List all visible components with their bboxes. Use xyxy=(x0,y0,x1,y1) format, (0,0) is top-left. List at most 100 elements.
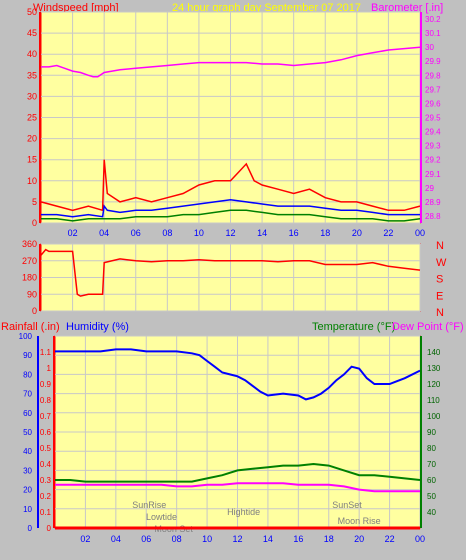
climate-x-tick: 18 xyxy=(324,534,334,544)
temperature-y-tick: 70 xyxy=(427,460,436,469)
barometer-y-tick: 29.1 xyxy=(425,170,441,179)
wind-y-tick: 15 xyxy=(27,155,37,165)
direction-y-tick: 270 xyxy=(22,256,37,266)
climate-x-tick: 10 xyxy=(202,534,212,544)
humidity-y-tick: 60 xyxy=(23,409,32,418)
barometer-y-tick: 28.8 xyxy=(425,212,441,221)
humidity-y-tick: 10 xyxy=(23,505,32,514)
rain-y-tick: 0.5 xyxy=(40,444,52,453)
barometer-y-tick: 29.2 xyxy=(425,156,441,165)
climate-x-tick: 12 xyxy=(232,534,242,544)
humidity-y-tick: 100 xyxy=(19,332,33,341)
wind-y-tick: 20 xyxy=(27,134,37,144)
wind-y-tick: 0 xyxy=(32,218,37,228)
climate-x-tick: 22 xyxy=(385,534,395,544)
climate-x-tick: 02 xyxy=(80,534,90,544)
wind-x-tick: 18 xyxy=(320,228,330,238)
rain-y-tick: 0.6 xyxy=(40,428,52,437)
rain-y-tick: 0.9 xyxy=(40,380,52,389)
wind-y-tick: 10 xyxy=(27,176,37,186)
dewpoint-axis-label: Dew Point (°F) xyxy=(392,321,464,333)
wind-x-tick: 14 xyxy=(257,228,267,238)
temperature-y-tick: 120 xyxy=(427,380,441,389)
barometer-y-tick: 30.1 xyxy=(425,29,441,38)
barometer-y-tick: 29.9 xyxy=(425,57,441,66)
climate-x-tick: 20 xyxy=(354,534,364,544)
humidity-y-tick: 90 xyxy=(23,351,32,360)
barometer-y-tick: 29.7 xyxy=(425,85,441,94)
wind-x-tick: 16 xyxy=(289,228,299,238)
rainfall-axis-label: Rainfall (.in) xyxy=(1,321,60,333)
humidity-y-tick: 0 xyxy=(28,524,33,533)
rain-y-tick: 0 xyxy=(47,524,52,533)
humidity-y-tick: 80 xyxy=(23,370,32,379)
wind-x-tick: 02 xyxy=(68,228,78,238)
event-label: Lowtide xyxy=(146,512,177,522)
climate-x-tick: 06 xyxy=(141,534,151,544)
temperature-y-tick: 100 xyxy=(427,412,441,421)
temperature-y-tick: 130 xyxy=(427,364,441,373)
barometer-y-tick: 29.5 xyxy=(425,114,441,123)
temperature-y-tick: 40 xyxy=(427,508,436,517)
rain-y-tick: 0.7 xyxy=(40,412,52,421)
wind-x-tick: 12 xyxy=(225,228,235,238)
wind-x-tick: 04 xyxy=(99,228,109,238)
climate-x-tick: 00 xyxy=(415,534,425,544)
compass-label: E xyxy=(436,290,443,302)
humidity-y-tick: 20 xyxy=(23,486,32,495)
wind-direction-line xyxy=(40,248,421,297)
rain-y-tick: 1 xyxy=(47,364,52,373)
humidity-y-tick: 40 xyxy=(23,447,32,456)
wind-y-tick: 5 xyxy=(32,197,37,207)
humidity-y-tick: 30 xyxy=(23,466,32,475)
climate-x-tick: 14 xyxy=(263,534,273,544)
barometer-line xyxy=(41,46,421,78)
barometer-y-tick: 29.4 xyxy=(425,128,441,137)
wind-x-tick: 10 xyxy=(194,228,204,238)
compass-label: S xyxy=(436,274,443,286)
wind-y-tick: 50 xyxy=(27,7,37,17)
wind-y-tick: 45 xyxy=(27,28,37,38)
rain-y-tick: 0.3 xyxy=(40,476,52,485)
barometer-y-tick: 30 xyxy=(425,43,434,52)
compass-label: W xyxy=(436,257,447,269)
direction-y-tick: 180 xyxy=(22,273,37,283)
compass-label: N xyxy=(436,307,444,319)
wind-axis-label: Windspeed [mph] xyxy=(33,2,119,14)
event-label: SunRise xyxy=(132,500,166,510)
rain-y-tick: 0.8 xyxy=(40,396,52,405)
climate-x-tick: 08 xyxy=(172,534,182,544)
humidity-axis-label: Humidity (%) xyxy=(66,321,129,333)
wind-x-tick: 00 xyxy=(415,228,425,238)
humidity-y-tick: 70 xyxy=(23,390,32,399)
wind-gust-line xyxy=(40,159,421,212)
dewpoint-line xyxy=(55,482,420,493)
humidity-line xyxy=(55,348,421,401)
wind-y-tick: 25 xyxy=(27,113,37,123)
grid-lines xyxy=(41,11,421,529)
temperature-y-tick: 80 xyxy=(427,444,436,453)
temperature-y-tick: 50 xyxy=(427,492,436,501)
climate-x-tick: 16 xyxy=(293,534,303,544)
wind-y-tick: 40 xyxy=(27,49,37,59)
direction-y-tick: 0 xyxy=(32,306,37,316)
humidity-y-tick: 50 xyxy=(23,428,32,437)
barometer-axis-label: Barometer [.in] xyxy=(371,2,443,14)
rain-y-tick: 1.1 xyxy=(40,348,52,357)
temperature-y-tick: 60 xyxy=(427,476,436,485)
barometer-y-tick: 29.3 xyxy=(425,142,441,151)
temperature-y-tick: 90 xyxy=(427,428,436,437)
wind-y-tick: 35 xyxy=(27,70,37,80)
temperature-line xyxy=(55,462,421,483)
temperature-y-tick: 140 xyxy=(427,348,441,357)
wind-x-tick: 20 xyxy=(352,228,362,238)
barometer-y-tick: 28.9 xyxy=(425,198,441,207)
climate-x-tick: 04 xyxy=(111,534,121,544)
barometer-y-tick: 29 xyxy=(425,184,434,193)
direction-y-tick: 90 xyxy=(27,289,37,299)
wind-speed-line xyxy=(41,199,420,218)
event-label: Hightide xyxy=(227,507,260,517)
direction-y-tick: 360 xyxy=(22,239,37,249)
